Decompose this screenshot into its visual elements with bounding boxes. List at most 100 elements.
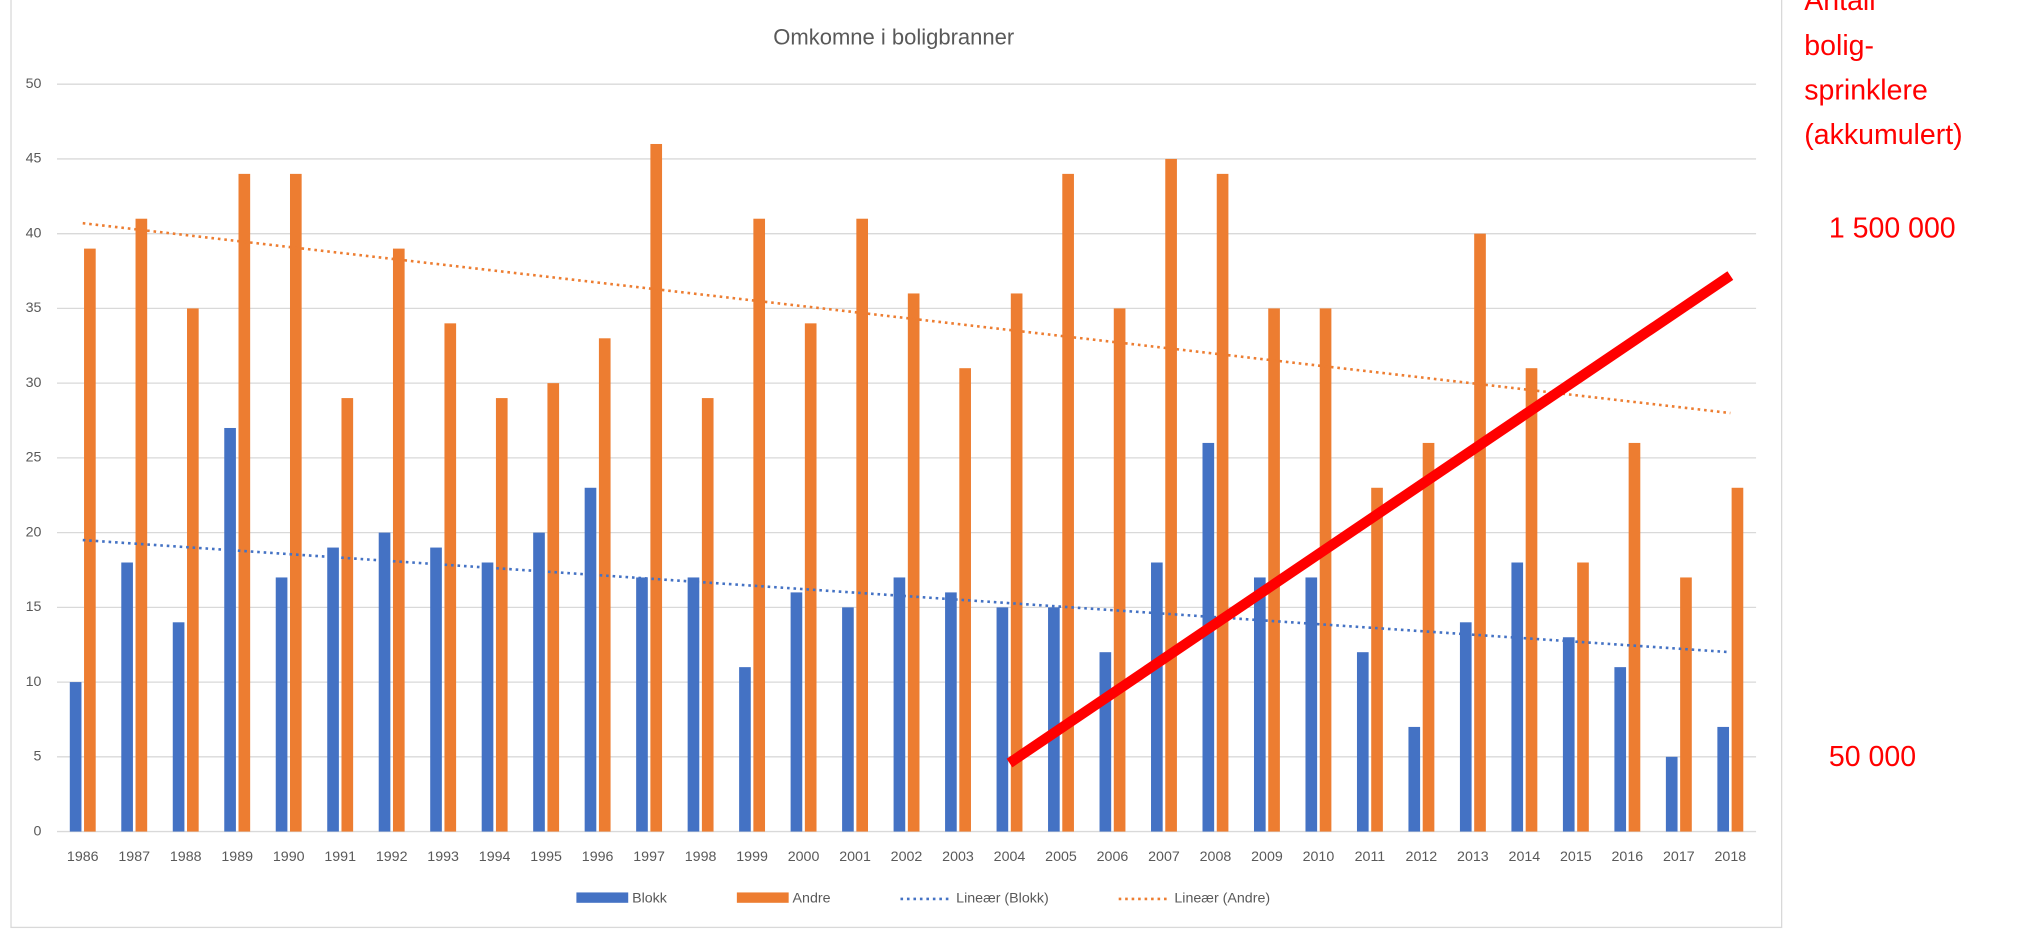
- bar: [636, 577, 648, 832]
- legend-swatch: [576, 892, 629, 903]
- bar: [1562, 637, 1575, 832]
- bar: [1253, 577, 1266, 832]
- y2-axis-title: Antall: [1804, 0, 1875, 17]
- bar: [327, 547, 339, 832]
- trend-line: [82, 221, 1731, 415]
- bar: [804, 323, 817, 832]
- x-tick-label: 1987: [118, 849, 150, 865]
- bar: [547, 383, 560, 832]
- bar: [1268, 308, 1280, 832]
- bar: [121, 562, 133, 832]
- x-tick-label: 1989: [221, 849, 253, 865]
- bar: [187, 308, 199, 832]
- bar: [893, 577, 906, 832]
- x-tick-label: 1996: [582, 849, 614, 865]
- x-tick-label: 2001: [839, 849, 871, 865]
- x-tick-label: 1991: [324, 849, 356, 865]
- x-tick-label: 2015: [1560, 849, 1592, 865]
- bar: [1525, 368, 1538, 832]
- x-tick-label: 1994: [479, 849, 511, 865]
- bar: [945, 592, 957, 832]
- bar: [1165, 158, 1177, 832]
- x-tick-label: 1990: [273, 849, 305, 865]
- y-tick-label: 40: [26, 225, 42, 241]
- bar: [1319, 308, 1332, 832]
- bar: [753, 218, 766, 832]
- bar: [1511, 562, 1524, 832]
- bar: [289, 173, 302, 832]
- bar: [959, 368, 971, 832]
- bar: [1717, 726, 1730, 832]
- bar: [650, 143, 663, 832]
- x-tick-label: 2011: [1355, 849, 1386, 865]
- y-tick-label: 30: [26, 375, 42, 391]
- bar: [687, 577, 700, 832]
- legend-label: Andre: [793, 891, 831, 907]
- x-tick-label: 1997: [633, 849, 665, 865]
- bar: [996, 607, 1009, 832]
- y-tick-label: 20: [26, 524, 42, 540]
- bar: [1628, 442, 1641, 832]
- x-tick-label: 1998: [685, 849, 717, 865]
- bar: [444, 323, 457, 832]
- x-tick-label: 2000: [788, 849, 820, 865]
- bar: [1459, 622, 1472, 832]
- y-tick-label: 25: [26, 450, 42, 466]
- bar: [1151, 562, 1163, 832]
- x-tick-label: 2009: [1251, 849, 1283, 865]
- y-tick-label: 15: [26, 599, 42, 615]
- y-tick-label: 10: [26, 674, 42, 690]
- bar: [238, 173, 251, 832]
- y-tick-label: 0: [34, 823, 42, 839]
- bar: [1216, 173, 1229, 832]
- bar: [842, 607, 854, 832]
- bar: [378, 532, 391, 832]
- bar: [1731, 487, 1744, 832]
- bar: [275, 577, 288, 832]
- y-tick-label: 35: [26, 300, 42, 316]
- bar: [1305, 577, 1318, 832]
- y2-tick-label: 1 500 000: [1829, 213, 1956, 245]
- x-tick-label: 1995: [530, 849, 562, 865]
- x-tick-label: 1993: [427, 849, 459, 865]
- bar: [701, 398, 714, 832]
- bar: [224, 427, 236, 832]
- x-tick-label: 2018: [1714, 849, 1746, 865]
- bar: [1422, 442, 1435, 832]
- x-tick-label: 2013: [1457, 849, 1489, 865]
- x-tick-label: 2012: [1406, 849, 1438, 865]
- x-tick-label: 1992: [376, 849, 408, 865]
- bar: [790, 592, 803, 832]
- x-tick-label: 2006: [1097, 849, 1129, 865]
- chart-title: Omkomne i boligbranner: [773, 25, 1014, 50]
- bar: [1408, 726, 1421, 832]
- bar: [1614, 667, 1627, 832]
- y-tick-label: 5: [34, 749, 42, 765]
- bar: [1010, 293, 1023, 832]
- bar: [430, 547, 442, 832]
- x-tick-label: 2014: [1509, 849, 1541, 865]
- bar: [907, 293, 920, 832]
- x-tick-label: 2010: [1303, 849, 1335, 865]
- bar: [172, 622, 185, 832]
- bar: [1474, 233, 1486, 832]
- bar: [1202, 442, 1215, 832]
- bar: [1680, 577, 1692, 832]
- x-tick-label: 2002: [891, 849, 923, 865]
- bar: [1371, 487, 1383, 832]
- bar: [739, 667, 751, 832]
- x-tick-label: 1986: [67, 849, 99, 865]
- y2-tick-label: 50 000: [1829, 741, 1916, 773]
- bar: [495, 398, 508, 832]
- bar: [1062, 173, 1074, 832]
- legend-label: Lineær (Blokk): [956, 891, 1049, 907]
- bar: [1099, 652, 1112, 832]
- y2-axis-title: sprinklere: [1804, 74, 1927, 106]
- bar: [69, 682, 82, 832]
- bar: [1665, 756, 1678, 832]
- bar: [1577, 562, 1589, 832]
- y2-axis-title: bolig-: [1804, 30, 1874, 62]
- bar: [1048, 607, 1060, 832]
- x-tick-label: 2008: [1200, 849, 1232, 865]
